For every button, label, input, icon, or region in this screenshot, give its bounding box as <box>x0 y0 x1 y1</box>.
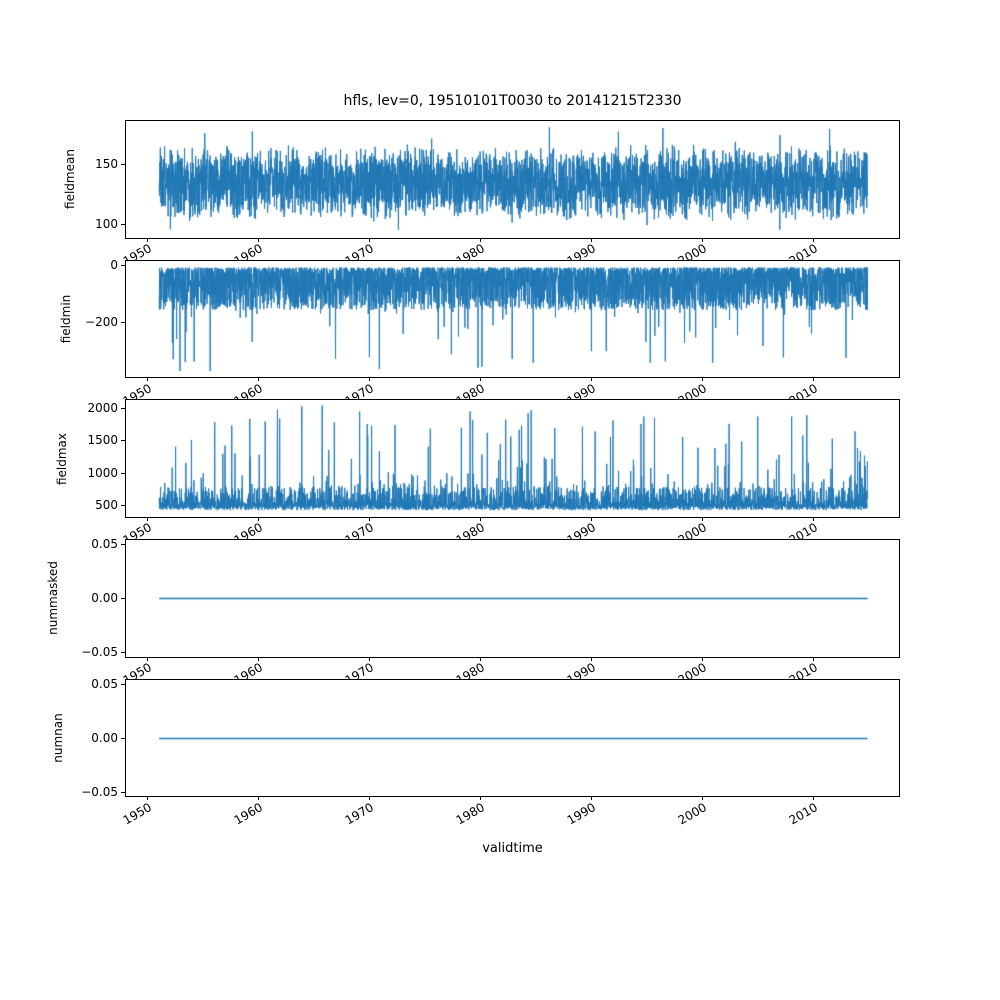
x-tick-mark <box>813 517 815 522</box>
line-series-canvas-nummasked <box>126 539 899 657</box>
y-tick-label: 0.00 <box>91 730 118 745</box>
line-series-canvas-fieldmin <box>126 260 899 378</box>
axes-fieldmin: 0 −200 1950 1960 1970 1980 1990 2000 2010 <box>85 259 900 408</box>
x-tick-mark <box>813 656 815 661</box>
y-tick-label: −200 <box>85 315 118 330</box>
x-tick-mark <box>369 656 371 661</box>
x-tick-mark <box>258 377 260 382</box>
x-tick-mark <box>369 517 371 522</box>
y-tick-mark <box>121 652 125 654</box>
x-tick-mark <box>258 656 260 661</box>
x-tick-mark <box>702 656 704 661</box>
line-series-canvas-numnan <box>126 679 899 797</box>
axes-fieldmean: 150 100 1950 1960 1970 1980 1990 2000 2010 <box>95 120 900 269</box>
x-tick-mark <box>147 237 149 242</box>
y-tick-mark <box>121 472 125 474</box>
x-tick-mark <box>480 517 482 522</box>
x-tick-mark <box>480 796 482 801</box>
x-tick-label: 1990 <box>564 799 598 828</box>
x-tick-mark <box>591 377 593 382</box>
x-tick-label: 1960 <box>231 799 265 828</box>
x-axis-label: validtime <box>482 841 543 856</box>
y-tick-label: 0.05 <box>91 677 118 691</box>
y-axis-label-fieldmin: fieldmin <box>59 294 73 344</box>
x-tick-label: 2000 <box>675 799 709 828</box>
x-tick-label: 1950 <box>120 799 154 828</box>
axes-nummasked: 0.05 0.00 −0.05 1950 1960 1970 1980 1990 2000 201… <box>81 538 900 687</box>
x-tick-mark <box>369 237 371 242</box>
x-tick-label: 2010 <box>786 799 820 828</box>
x-tick-mark <box>480 377 482 382</box>
y-tick-label: 2000 <box>87 400 118 415</box>
y-tick-label: −0.05 <box>81 645 118 660</box>
axes-fieldmax: 2000 1500 1000 500 1950 1960 1970 1980 1990 2000 2… <box>87 399 900 548</box>
y-axis-label-nummasked: nummasked <box>46 561 60 636</box>
y-tick-mark <box>121 407 125 409</box>
x-tick-mark <box>480 656 482 661</box>
y-axis-label-fieldmax: fieldmax <box>55 432 69 485</box>
y-tick-mark <box>121 264 125 266</box>
line-series-canvas-fieldmean <box>126 121 899 238</box>
y-tick-mark <box>121 544 125 546</box>
x-tick-mark <box>591 517 593 522</box>
y-tick-mark <box>121 505 125 507</box>
y-tick-mark <box>121 163 125 165</box>
y-tick-label: 1500 <box>87 433 118 448</box>
y-tick-mark <box>121 322 125 324</box>
axes-numnan: 0.05 0.00 −0.05 1950 1960 1970 1980 1990 2000 201… <box>81 678 900 827</box>
y-tick-label: 0.05 <box>91 537 118 552</box>
y-tick-label: 0 <box>110 257 118 272</box>
x-tick-mark <box>813 796 815 801</box>
y-tick-mark <box>121 737 125 739</box>
x-tick-mark <box>591 237 593 242</box>
y-tick-label: −0.05 <box>81 784 118 799</box>
x-tick-mark <box>813 237 815 242</box>
y-tick-mark <box>121 791 125 793</box>
y-axis-label-numnan: numnan <box>51 713 65 763</box>
x-tick-mark <box>702 517 704 522</box>
x-tick-mark <box>258 796 260 801</box>
x-tick-mark <box>702 237 704 242</box>
x-tick-mark <box>480 237 482 242</box>
x-tick-mark <box>147 796 149 801</box>
y-tick-label: 1000 <box>87 465 118 480</box>
x-tick-mark <box>369 377 371 382</box>
x-tick-mark <box>258 237 260 242</box>
x-tick-mark <box>813 377 815 382</box>
y-axis-label-fieldmean: fieldmean <box>63 149 77 210</box>
y-tick-mark <box>121 440 125 442</box>
x-tick-label: 1970 <box>342 799 376 828</box>
x-tick-mark <box>591 796 593 801</box>
x-tick-label: 1980 <box>453 799 487 828</box>
chart-title: hfls, lev=0, 19510101T0030 to 20141215T2… <box>343 93 682 109</box>
y-tick-label: 0.00 <box>91 591 118 606</box>
y-tick-label: 500 <box>95 498 118 513</box>
x-tick-mark <box>147 517 149 522</box>
y-tick-label: 100 <box>95 217 118 232</box>
x-tick-mark <box>702 796 704 801</box>
x-tick-mark <box>591 656 593 661</box>
x-tick-mark <box>702 377 704 382</box>
x-tick-mark <box>147 377 149 382</box>
y-tick-mark <box>121 683 125 685</box>
x-tick-mark <box>369 796 371 801</box>
x-tick-mark <box>258 517 260 522</box>
y-tick-label: 150 <box>95 156 118 171</box>
y-tick-mark <box>121 224 125 226</box>
x-tick-mark <box>147 656 149 661</box>
line-series-canvas-fieldmax <box>126 400 899 518</box>
y-tick-mark <box>121 598 125 600</box>
